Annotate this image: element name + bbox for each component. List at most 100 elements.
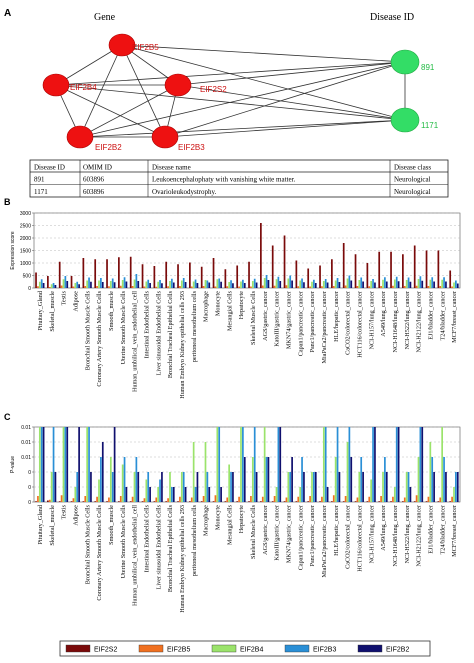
bar-eif2b2 <box>172 487 175 502</box>
gene-disease-edge <box>164 61 406 138</box>
legend-border <box>59 640 431 657</box>
bar-eif2b2 <box>149 487 151 502</box>
gene-node-label: EIF2B2 <box>95 143 122 152</box>
y-tick-label: 2500 <box>20 223 31 229</box>
bar-eif2b4 <box>311 472 313 502</box>
x-tick-label: Uterine Smooth Muscle Cells <box>120 504 127 578</box>
gene-disease-edge <box>164 119 406 138</box>
bar-eif2s2 <box>224 269 227 288</box>
bar-eif2b5 <box>261 496 264 502</box>
bar-eif2b5 <box>368 496 371 502</box>
bar-eif2s2 <box>413 245 416 288</box>
bar-eif2b4 <box>109 281 112 288</box>
x-tick-label: Skeletal_muscle <box>49 505 56 546</box>
bar-eif2b2 <box>125 281 128 288</box>
bar-eif2b3 <box>135 274 138 288</box>
bar-eif2s2 <box>177 501 179 502</box>
bar-eif2b3 <box>395 276 398 288</box>
gene-disease-edge <box>79 61 406 138</box>
bar-eif2s2 <box>295 260 298 288</box>
bar-eif2b5 <box>415 285 418 288</box>
bar-eif2b4 <box>121 464 124 502</box>
bar-eif2b4 <box>358 280 361 288</box>
bar-eif2b2 <box>161 283 163 288</box>
x-tick-label: HLE/hepatic_cancer <box>333 505 340 556</box>
x-tick-label: Skeletal Muscle Cells <box>250 290 257 345</box>
x-tick-label: Coronary Artery Smooth Muscle Cells <box>96 504 103 600</box>
bar-eif2b4 <box>251 281 254 288</box>
table-header-omim-id: OMIM ID <box>83 164 112 172</box>
disease-node-label: 1171 <box>421 121 439 130</box>
bar-eif2b4 <box>346 442 349 502</box>
bar-eif2b2 <box>184 487 187 502</box>
bar-eif2b4 <box>358 472 361 502</box>
p-value-chart: 0 0 0 0.01 0.01 0.01 P-value Pituitary_Gland Ske… <box>10 425 461 613</box>
network-nodes: EIF2B5 EIF2B4 EIF2S2 EIF2B2 EIF2B3 891 1171 <box>42 33 439 152</box>
bar-eif2b5 <box>238 286 240 288</box>
bar-eif2b5 <box>179 496 181 502</box>
bar-eif2b5 <box>214 495 217 502</box>
bar-eif2s2 <box>129 501 132 502</box>
bar-eif2b2 <box>90 472 92 502</box>
bar-eif2b3 <box>52 283 55 288</box>
bar-eif2b2 <box>184 282 187 288</box>
bar-eif2b4 <box>169 472 171 502</box>
bar-eif2b5 <box>380 496 382 502</box>
bar-eif2b4 <box>50 284 53 288</box>
gene-disease-edge <box>55 61 406 86</box>
x-tick-label: Monocyte <box>214 291 221 316</box>
bar-eif2b2 <box>208 487 211 502</box>
disease-node <box>390 107 420 133</box>
bar-eif2b5 <box>226 286 229 288</box>
bar-eif2b4 <box>417 279 420 288</box>
x-tick-label: Capan1/pancreatic_cancer <box>297 505 304 570</box>
bar-eif2s2 <box>236 501 239 502</box>
x-tick-label: Bronchial Tracheal Epithelial Cells <box>167 504 174 592</box>
bar-eif2s2 <box>141 501 144 502</box>
gene-gene-edge <box>79 84 179 138</box>
bar-eif2b2 <box>220 487 222 502</box>
bar-eif2b3 <box>265 275 268 288</box>
x-tick-label: Intestinal Endothelial Cells <box>143 290 150 358</box>
bar-eif2b4 <box>50 472 53 502</box>
bar-eif2b2 <box>456 283 459 288</box>
bar-eif2b4 <box>405 280 408 288</box>
table-cell: Neurological <box>394 176 431 184</box>
bar-eif2b3 <box>123 457 126 502</box>
bar-eif2s2 <box>70 276 73 288</box>
bar-eif2b4 <box>311 281 313 288</box>
bar-eif2s2 <box>331 501 333 502</box>
gene-gene-edge <box>79 44 123 138</box>
bar-eif2b4 <box>98 280 100 288</box>
bar-eif2s2 <box>82 258 85 288</box>
x-tick-label: CaCO2/colorectal_cancer <box>345 505 352 569</box>
bar-eif2s2 <box>47 500 49 502</box>
x-tick-label: Human Embryo Kidney epithelial cells 293 <box>179 505 186 613</box>
bar-eif2b3 <box>76 281 79 288</box>
bar-eif2b3 <box>253 427 256 502</box>
bar-eif2b2 <box>54 285 57 288</box>
bar-eif2s2 <box>402 254 404 288</box>
gene-node-label: EIF2B3 <box>178 143 205 152</box>
bar-eif2b4 <box>228 282 230 288</box>
bar-eif2b2 <box>125 487 128 502</box>
x-tick-label: T24/bladder_cancer <box>439 291 446 340</box>
bar-eif2b3 <box>147 279 150 288</box>
bar-eif2b2 <box>279 281 282 288</box>
bar-eif2s2 <box>319 501 321 502</box>
gene-node-label: EIF2B5 <box>132 43 159 52</box>
legend-swatch-eif2b2 <box>357 644 383 653</box>
bar-eif2b3 <box>159 479 161 502</box>
bar-eif2b5 <box>96 496 98 502</box>
x-tick-label: MCF7/breast_cancer <box>451 291 458 343</box>
bar-eif2b5 <box>48 499 51 502</box>
x-tick-label: NCI-H2122/lung_cancer <box>416 505 423 567</box>
bar-eif2b5 <box>48 287 51 288</box>
bar-eif2s2 <box>70 501 73 502</box>
y-tick-label: 0 <box>28 470 31 476</box>
x-tick-label: Pituitary_Gland <box>37 290 44 330</box>
bar-eif2b5 <box>167 498 169 502</box>
bar-eif2s2 <box>35 501 37 502</box>
bar-eif2b3 <box>88 427 90 502</box>
bar-eif2b2 <box>326 487 329 502</box>
